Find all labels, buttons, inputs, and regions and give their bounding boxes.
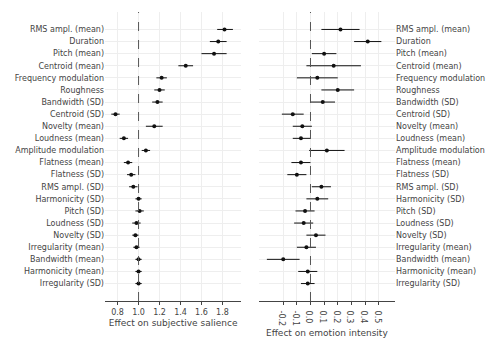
svg-text:Bandwidth (mean): Bandwidth (mean) — [396, 255, 470, 264]
svg-text:Flatness (mean): Flatness (mean) — [39, 158, 104, 167]
svg-text:Harmonicity (mean): Harmonicity (mean) — [24, 267, 104, 276]
svg-text:1.6: 1.6 — [195, 308, 208, 317]
svg-text:RMS ampl. (SD): RMS ampl. (SD) — [396, 183, 459, 192]
svg-text:Roughness: Roughness — [60, 86, 104, 95]
svg-text:Irregularity (SD): Irregularity (SD) — [40, 279, 104, 288]
svg-text:RMS ampl. (mean): RMS ampl. (mean) — [396, 25, 470, 34]
svg-text:Irregularity (SD): Irregularity (SD) — [396, 279, 460, 288]
svg-text:Flatness (SD): Flatness (SD) — [396, 170, 449, 179]
svg-text:0.0: 0.0 — [304, 311, 313, 324]
svg-text:1.0: 1.0 — [132, 308, 145, 317]
svg-text:Novelty (SD): Novelty (SD) — [53, 231, 104, 240]
svg-text:Amplitude modulation: Amplitude modulation — [396, 146, 485, 155]
svg-text:Irregularity (mean): Irregularity (mean) — [28, 243, 104, 252]
svg-text:Centroid (mean): Centroid (mean) — [39, 62, 105, 71]
svg-text:Pitch (SD): Pitch (SD) — [396, 207, 436, 216]
svg-text:Bandwidth (SD): Bandwidth (SD) — [396, 98, 459, 107]
svg-text:1.2: 1.2 — [153, 308, 166, 317]
svg-text:Frequency modulation: Frequency modulation — [396, 74, 485, 83]
svg-text:Loudness (mean): Loudness (mean) — [35, 134, 104, 143]
svg-text:0.4: 0.4 — [359, 311, 368, 324]
svg-text:Loudness (SD): Loudness (SD) — [46, 219, 104, 228]
svg-text:Pitch (SD): Pitch (SD) — [65, 207, 105, 216]
svg-text:Duration: Duration — [69, 37, 104, 46]
svg-text:Pitch (mean): Pitch (mean) — [53, 49, 104, 58]
svg-text:Roughness: Roughness — [396, 86, 440, 95]
svg-text:1.4: 1.4 — [174, 308, 187, 317]
svg-text:Centroid (SD): Centroid (SD) — [396, 110, 450, 119]
svg-text:Harmonicity (SD): Harmonicity (SD) — [396, 195, 465, 204]
svg-text:Novelty (mean): Novelty (mean) — [396, 122, 458, 131]
svg-text:Amplitude modulation: Amplitude modulation — [15, 146, 104, 155]
svg-text:Centroid (mean): Centroid (mean) — [396, 62, 462, 71]
svg-text:0.8: 0.8 — [111, 308, 124, 317]
svg-text:Loudness (mean): Loudness (mean) — [396, 134, 465, 143]
svg-text:-0.1: -0.1 — [291, 311, 300, 327]
svg-text:Flatness (mean): Flatness (mean) — [396, 158, 461, 167]
svg-text:Effect on subjective salience: Effect on subjective salience — [109, 318, 238, 328]
svg-text:RMS ampl. (mean): RMS ampl. (mean) — [30, 25, 104, 34]
svg-text:Frequency modulation: Frequency modulation — [15, 74, 104, 83]
svg-text:Novelty (SD): Novelty (SD) — [396, 231, 447, 240]
svg-text:-0.2: -0.2 — [277, 311, 286, 327]
svg-text:Effect on emotion intensity: Effect on emotion intensity — [266, 328, 388, 338]
svg-text:0.5: 0.5 — [373, 311, 382, 324]
svg-text:0.1: 0.1 — [318, 311, 327, 324]
svg-text:0.2: 0.2 — [332, 311, 341, 324]
svg-text:RMS ampl. (SD): RMS ampl. (SD) — [41, 183, 104, 192]
svg-text:Bandwidth (SD): Bandwidth (SD) — [41, 98, 104, 107]
svg-text:Irregularity (mean): Irregularity (mean) — [396, 243, 472, 252]
svg-text:Harmonicity (SD): Harmonicity (SD) — [35, 195, 104, 204]
svg-text:Novelty (mean): Novelty (mean) — [42, 122, 104, 131]
svg-text:Bandwidth (mean): Bandwidth (mean) — [30, 255, 104, 264]
svg-text:Flatness (SD): Flatness (SD) — [51, 170, 104, 179]
svg-text:Loudness (SD): Loudness (SD) — [396, 219, 454, 228]
svg-text:Centroid (SD): Centroid (SD) — [50, 110, 104, 119]
svg-text:Harmonicity (mean): Harmonicity (mean) — [396, 267, 476, 276]
svg-text:0.3: 0.3 — [345, 311, 354, 324]
svg-text:1.8: 1.8 — [216, 308, 229, 317]
svg-text:Duration: Duration — [396, 37, 431, 46]
svg-text:Pitch (mean): Pitch (mean) — [396, 49, 447, 58]
